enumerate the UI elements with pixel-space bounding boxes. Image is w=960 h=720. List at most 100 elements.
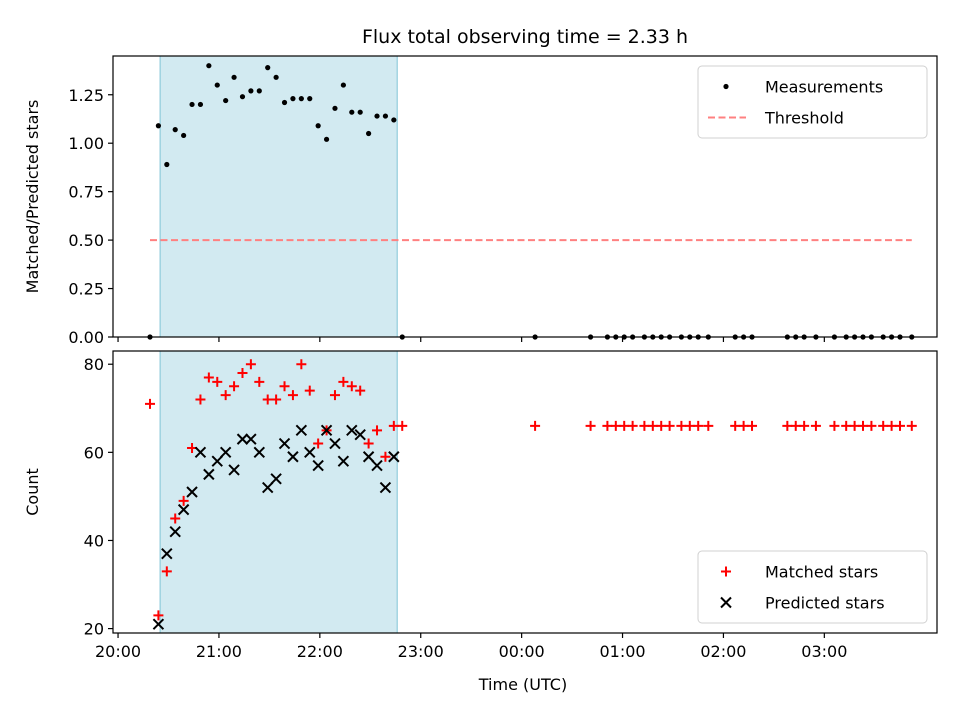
- data-point: [684, 420, 695, 431]
- data-point: [287, 390, 298, 401]
- data-point: [304, 446, 316, 459]
- data-point: [231, 74, 237, 80]
- legend-swatch: [720, 596, 732, 609]
- data-point: [237, 368, 248, 379]
- data-point: [287, 451, 299, 463]
- y-tick-label: 80: [84, 355, 104, 374]
- data-point: [254, 376, 265, 387]
- bottom-panel: 20 40 60 80 20:00 21:00 22:00 23:00 00:00 01:00 0…: [23, 350, 938, 694]
- data-point: [355, 385, 366, 396]
- data-point: [229, 381, 240, 392]
- legend-label: Matched stars: [765, 563, 878, 582]
- data-point: [530, 420, 541, 431]
- data-point: [295, 424, 308, 437]
- data-point: [619, 420, 630, 431]
- data-point: [346, 424, 358, 437]
- data-point: [866, 420, 877, 431]
- data-point: [212, 376, 223, 387]
- data-point: [169, 525, 181, 538]
- data-point: [161, 566, 172, 577]
- data-point: [189, 101, 195, 108]
- axes-frame-bottom: [112, 350, 938, 634]
- data-point: [172, 127, 178, 133]
- y-ticks-bottom: 20 40 60 80: [84, 355, 113, 639]
- legend-label: Predicted stars: [765, 594, 885, 613]
- chart-title: Flux total observing time = 2.33 h: [362, 26, 688, 48]
- y-axis-label-bottom: Count: [23, 468, 42, 516]
- data-point: [181, 132, 187, 139]
- data-point: [391, 117, 397, 123]
- data-point: [362, 451, 375, 463]
- data-point: [374, 113, 380, 119]
- data-point: [895, 420, 906, 431]
- data-point: [262, 394, 273, 405]
- data-point: [152, 618, 165, 630]
- y-tick-label: 40: [84, 531, 104, 550]
- data-point: [245, 359, 256, 370]
- data-point: [223, 97, 229, 104]
- data-point: [245, 433, 257, 445]
- x-tick-label: 22:00: [297, 642, 343, 661]
- x-tick-label: 00:00: [499, 642, 545, 661]
- data-point: [388, 420, 399, 431]
- y-tick-label: 0.75: [68, 183, 104, 202]
- data-point: [340, 82, 346, 88]
- data-point: [211, 455, 223, 467]
- y-axis-label-top: Matched/Predicted stars: [23, 100, 42, 294]
- data-point: [906, 420, 917, 431]
- data-point: [372, 425, 383, 436]
- data-point: [279, 381, 290, 392]
- data-point: [647, 420, 658, 431]
- data-point: [676, 420, 687, 431]
- data-point: [329, 437, 341, 450]
- data-point: [810, 420, 821, 431]
- data-point: [313, 438, 324, 449]
- data-point: [703, 420, 714, 431]
- data-point: [849, 420, 860, 431]
- data-point: [304, 385, 315, 396]
- data-point: [307, 96, 313, 102]
- axes-frame-top: [112, 55, 938, 338]
- data-point: [177, 503, 190, 516]
- data-point: [270, 473, 282, 485]
- data-point: [585, 420, 596, 431]
- y-tick-label: 0.00: [68, 328, 104, 347]
- legend-bottom: Matched stars Predicted stars: [697, 550, 928, 624]
- data-point: [203, 372, 214, 383]
- data-point: [220, 390, 231, 401]
- data-point: [265, 65, 271, 71]
- data-point: [194, 446, 207, 459]
- x-ticks-top: [117, 337, 825, 342]
- data-point: [256, 88, 262, 94]
- data-point: [357, 109, 363, 115]
- data-point: [296, 359, 307, 370]
- series-matched-stars: [144, 359, 917, 621]
- data-point: [281, 99, 288, 106]
- data-point: [664, 420, 675, 431]
- data-point: [273, 74, 279, 80]
- data-point: [278, 437, 291, 450]
- data-point: [206, 63, 212, 69]
- data-point: [271, 394, 282, 405]
- data-point: [382, 113, 389, 119]
- data-point: [253, 446, 266, 459]
- legend-label: Threshold: [764, 109, 844, 128]
- data-point: [144, 398, 155, 409]
- series-predicted-stars: [152, 424, 400, 630]
- data-point: [262, 481, 274, 494]
- legend-box: [697, 550, 928, 624]
- data-point: [161, 547, 173, 560]
- data-point: [228, 464, 240, 476]
- data-point: [397, 420, 408, 431]
- x-tick-label: 20:00: [95, 642, 141, 661]
- data-point: [236, 433, 249, 445]
- data-point: [782, 420, 793, 431]
- data-point: [747, 420, 758, 431]
- y-tick-label: 0.25: [68, 280, 104, 299]
- y-ticks-top: 0.00 0.25 0.50 0.75 1.00 1.25: [68, 86, 113, 347]
- data-point: [878, 420, 889, 431]
- legend-top: Measurements Threshold: [697, 65, 928, 139]
- data-point: [164, 161, 170, 168]
- data-point: [337, 455, 350, 467]
